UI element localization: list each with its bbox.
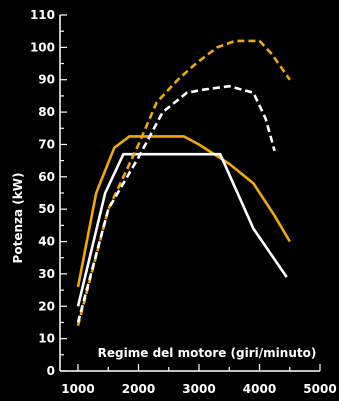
y-tick-label: 70 (38, 137, 55, 151)
y-tick-label: 40 (38, 235, 55, 249)
series-group (76, 39, 291, 327)
y-tick-label: 20 (38, 299, 55, 313)
y-axis-title: Potenza (kW) (11, 173, 25, 264)
y-tick-label: 90 (38, 73, 55, 87)
series-line-1 (76, 135, 291, 288)
y-tick-label: 30 (38, 267, 55, 281)
y-tick-label: 10 (38, 332, 55, 346)
series-line-2 (76, 152, 288, 307)
x-tick-label: 4000 (243, 382, 276, 396)
y-tick-label: 100 (30, 40, 55, 54)
x-tick-label: 5000 (303, 382, 336, 396)
x-axis: 1000 2000 3000 4000 5000 (60, 364, 337, 396)
series-line-3 (76, 39, 291, 327)
y-tick-label: 110 (30, 8, 55, 22)
y-tick-label: 0 (47, 364, 55, 378)
y-tick-label: 80 (38, 105, 55, 119)
x-tick-label: 1000 (61, 382, 94, 396)
x-tick-label: 2000 (122, 382, 155, 396)
y-tick-label: 50 (38, 202, 55, 216)
series-line-4 (76, 84, 276, 323)
y-tick-label: 60 (38, 170, 55, 184)
x-tick-label: 3000 (182, 382, 215, 396)
x-axis-title: Regime del motore (giri/minuto) (98, 346, 317, 360)
y-axis: 0 10 20 30 40 50 60 70 80 90 100 110 (30, 8, 67, 378)
